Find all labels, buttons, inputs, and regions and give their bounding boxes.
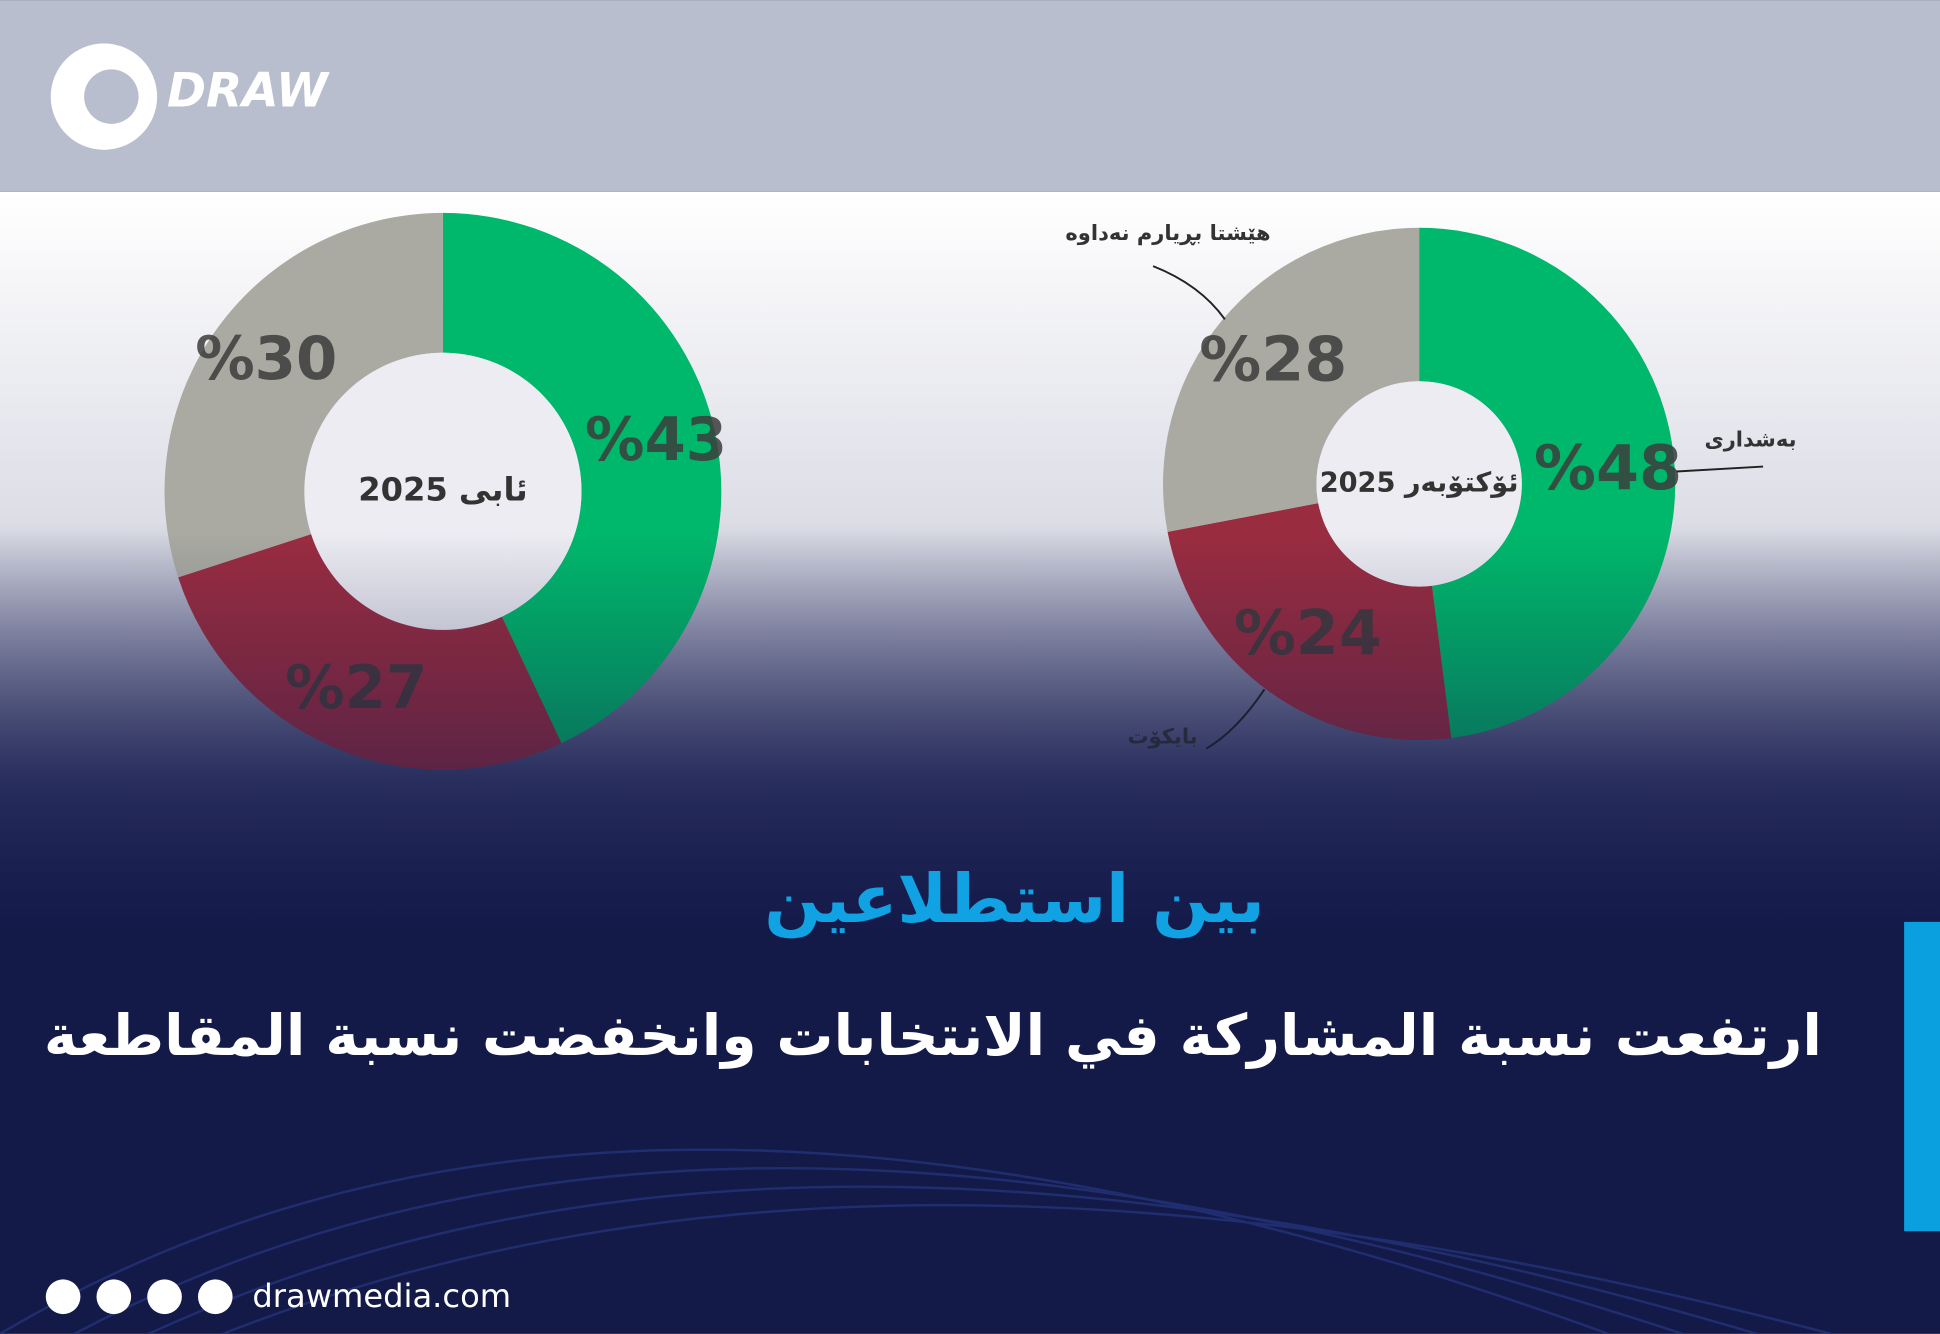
value-label: %28 — [1199, 323, 1347, 395]
headline-title: ارتفعت نسبة المشاركة في الانتخابات وانخف… — [44, 1003, 1822, 1069]
value-label: %30 — [195, 325, 337, 394]
top-band — [0, 0, 1940, 192]
fade-overlay — [0, 532, 1940, 929]
leader-line — [1152, 265, 1226, 320]
donut-slice — [1163, 227, 1420, 532]
social-icons — [45, 1279, 233, 1315]
instagram-icon[interactable] — [96, 1279, 132, 1315]
tiktok-icon[interactable] — [197, 1279, 233, 1315]
facebook-icon[interactable] — [45, 1279, 81, 1315]
donut-slice — [164, 212, 443, 578]
logo-mark-inner — [84, 69, 139, 124]
center-label: ئابی 2025 — [358, 470, 527, 508]
twitter-icon[interactable] — [147, 1279, 182, 1315]
value-label: %43 — [585, 406, 727, 475]
website[interactable]: drawmedia.com — [252, 1277, 511, 1315]
category-label: هێشتا بڕیارم نەداوە — [1065, 220, 1270, 245]
headline-kicker: بين استطلاعين — [764, 860, 1264, 939]
category-label: بەشداری — [1704, 427, 1796, 452]
value-label: %48 — [1534, 432, 1682, 504]
leader-line — [1676, 465, 1764, 473]
center-label: ئۆکتۆبەر 2025 — [1320, 467, 1519, 498]
decor-waves — [0, 1148, 1832, 1334]
logo: DRAW — [167, 64, 330, 119]
accent-bar — [1904, 921, 1940, 1232]
